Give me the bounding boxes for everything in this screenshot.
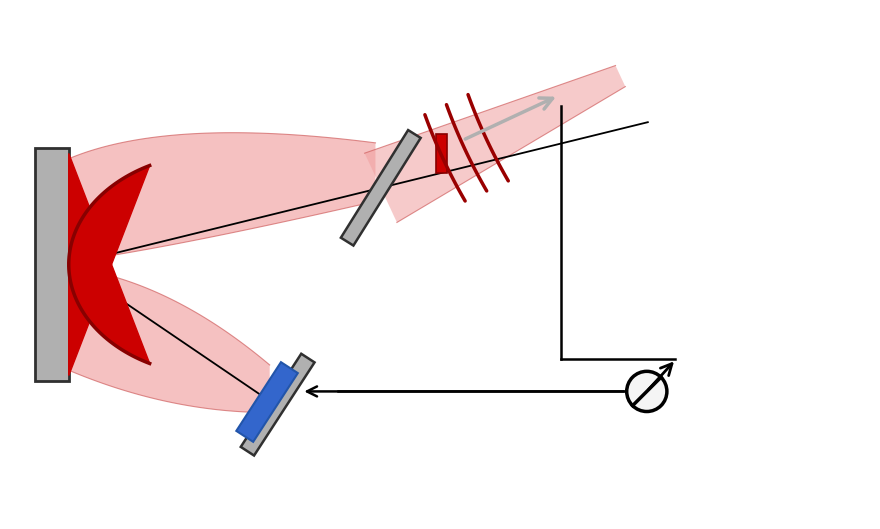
- Polygon shape: [241, 354, 314, 455]
- Circle shape: [627, 371, 667, 412]
- Polygon shape: [69, 153, 150, 376]
- Polygon shape: [436, 134, 447, 174]
- Polygon shape: [341, 130, 421, 245]
- Polygon shape: [237, 362, 297, 442]
- Polygon shape: [69, 133, 376, 262]
- Polygon shape: [69, 267, 269, 413]
- Polygon shape: [364, 66, 626, 223]
- Polygon shape: [35, 148, 69, 381]
